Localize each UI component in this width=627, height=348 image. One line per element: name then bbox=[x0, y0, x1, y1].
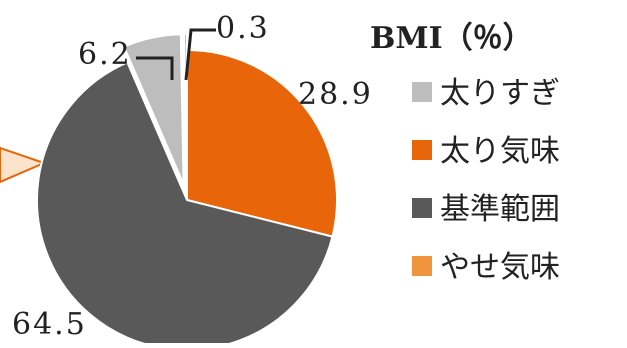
legend-label-3: 基準範囲 bbox=[440, 192, 560, 227]
value-label-4: 0.3 bbox=[216, 11, 270, 46]
value-label-1: 6.2 bbox=[78, 37, 132, 72]
leader-line-0-3 bbox=[184, 28, 216, 81]
legend-swatch-4 bbox=[412, 256, 432, 276]
pie-slice-1 bbox=[122, 33, 185, 185]
legend-swatch-1 bbox=[412, 82, 432, 102]
legend-title: BMI（％） bbox=[370, 21, 533, 56]
legend-swatch-2 bbox=[412, 140, 432, 160]
legend-label-1: 太りすぎ bbox=[440, 76, 560, 111]
legend-label-2: 太り気味 bbox=[440, 134, 560, 169]
value-label-2: 28.9 bbox=[298, 77, 373, 112]
legend-label-4: やせ気味 bbox=[440, 250, 560, 285]
callout-shape bbox=[0, 146, 47, 184]
pie-slice-2 bbox=[186, 48, 338, 238]
pie-slice-4 bbox=[183, 33, 188, 185]
value-label-3: 64.5 bbox=[12, 307, 87, 342]
pie-slice-3 bbox=[36, 61, 334, 348]
leader-line-6-2 bbox=[136, 56, 174, 80]
legend-swatch-3 bbox=[412, 198, 432, 218]
